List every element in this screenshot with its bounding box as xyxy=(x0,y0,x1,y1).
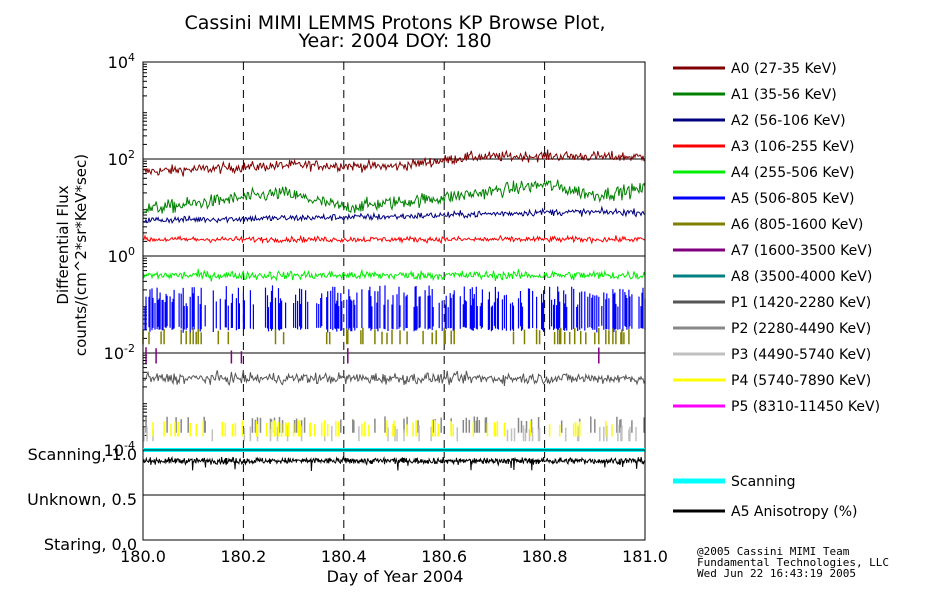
y-tick-base: 10 xyxy=(104,344,124,363)
x-tick-label: 180.0 xyxy=(120,547,166,566)
y-tick-label: 10-2 xyxy=(104,342,135,363)
legend-label-a0: A0 (27-35 KeV) xyxy=(731,61,837,77)
y-tick-label: 10-4 xyxy=(104,439,135,460)
y-axis-units: counts/(cm^2*sr*KeV*sec) xyxy=(72,154,90,356)
x-tick-label: 180.6 xyxy=(421,547,467,566)
x-axis-label: Day of Year 2004 xyxy=(327,567,464,586)
legend-label-p3: P3 (4490-5740 KeV) xyxy=(731,347,871,363)
series-a5-marks xyxy=(144,285,646,333)
y-tick-label: 102 xyxy=(108,148,135,169)
legend-label-p5: P5 (8310-11450 KeV) xyxy=(731,399,880,415)
anisotropy-plot-area: Scanning, 1.0 Unknown, 0.5 Staring, 0.0 18… xyxy=(27,445,668,566)
anisotropy-y-tick-label: Unknown, 0.5 xyxy=(27,490,137,509)
y-tick-base: 10 xyxy=(108,150,128,169)
x-tick-label: 180.8 xyxy=(522,547,568,566)
chart-subtitle: Year: 2004 DOY: 180 xyxy=(297,30,491,52)
series-p1 xyxy=(142,369,646,386)
y-tick-label: 104 xyxy=(108,51,135,72)
y-tick-base: 10 xyxy=(108,247,128,266)
legend-label-a5: A5 (506-805 KeV) xyxy=(731,191,854,207)
series-a3 xyxy=(142,234,646,245)
series-p4 xyxy=(152,420,613,437)
y-tick-exponent: 2 xyxy=(128,148,135,161)
legend-anisotropy: Scanning A5 Anisotropy (%) xyxy=(673,474,858,520)
series-a6 xyxy=(142,327,630,345)
series-a2 xyxy=(143,205,646,225)
x-tick-label: 181.0 xyxy=(622,547,668,566)
legend-label-a4: A4 (255-506 KeV) xyxy=(731,165,854,181)
series-p4-marks xyxy=(152,420,613,437)
legend-label-p1: P1 (1420-2280 KeV) xyxy=(731,295,871,311)
main-series-group xyxy=(142,149,646,442)
series-a1 xyxy=(142,179,646,215)
y-tick-base: 10 xyxy=(108,53,128,72)
legend-main: A0 (27-35 KeV) A1 (35-56 KeV) A2 (56-106 K… xyxy=(673,61,880,415)
anisotropy-y-tick-labels: Scanning, 1.0 Unknown, 0.5 Staring, 0.0 xyxy=(27,445,137,554)
anisotropy-y-tick-label: Staring, 0.0 xyxy=(44,535,137,554)
y-axis-label: Differential Flux xyxy=(54,185,72,304)
legend-label-a3: A3 (106-255 KeV) xyxy=(731,139,854,155)
anisotropy-series-group xyxy=(142,448,646,472)
legend-label-p2: P2 (2280-4490 KeV) xyxy=(731,321,871,337)
footer-credits: @2005 Cassini MIMI Team Fundamental Tech… xyxy=(697,545,889,580)
footer-line-3: Wed Jun 22 16:43:19 2005 xyxy=(697,567,856,580)
legend-label-a5-anisotropy: A5 Anisotropy (%) xyxy=(731,504,858,520)
series-p3 xyxy=(143,424,637,442)
anisotropy-y-tick-label: Scanning, 1.0 xyxy=(28,445,137,464)
series-a6-marks xyxy=(142,327,630,345)
footer-line-2: Fundamental Technologies, LLC xyxy=(697,556,889,569)
anisotropy-plot-frame xyxy=(142,449,646,541)
legend-label-a2: A2 (56-106 KeV) xyxy=(731,113,846,129)
legend-label-a8: A8 (3500-4000 KeV) xyxy=(731,269,872,285)
y-tick-exponent: -2 xyxy=(124,342,135,355)
main-horizontal-gridlines xyxy=(143,61,645,451)
y-tick-exponent: -4 xyxy=(124,439,135,452)
y-tick-label: 100 xyxy=(108,245,135,266)
x-tick-label: 180.4 xyxy=(321,547,367,566)
legend-label-a7: A7 (1600-3500 KeV) xyxy=(731,243,872,259)
series-p3-marks xyxy=(143,424,637,442)
series-p1-line xyxy=(142,369,646,386)
x-tick-label: 180.2 xyxy=(220,547,266,566)
series-a5 xyxy=(144,285,646,333)
series-a4-line xyxy=(142,268,646,282)
y-tick-exponent: 0 xyxy=(128,245,135,258)
series-a1-line xyxy=(142,179,646,215)
series-a7-marks xyxy=(145,347,600,364)
series-a5-anisotropy xyxy=(142,455,646,472)
series-a3-line xyxy=(142,234,646,245)
y-tick-base: 10 xyxy=(104,441,124,460)
footer-line-1: @2005 Cassini MIMI Team xyxy=(697,545,850,558)
main-vertical-marks xyxy=(242,62,546,450)
legend-label-p4: P4 (5740-7890 KeV) xyxy=(731,373,871,389)
series-a0-line xyxy=(142,149,646,177)
series-a7 xyxy=(145,347,600,364)
chart-title: Cassini MIMI LEMMS Protons KP Browse Plo… xyxy=(184,12,605,34)
legend-label-a1: A1 (35-56 KeV) xyxy=(731,87,837,103)
series-a2-line xyxy=(143,205,646,225)
legend-label-a6: A6 (805-1600 KeV) xyxy=(731,217,863,233)
series-a0 xyxy=(142,149,646,177)
series-a4 xyxy=(142,268,646,282)
x-tick-labels: 180.0 180.2 180.4 180.6 180.8 181.0 xyxy=(120,534,668,566)
y-tick-exponent: 4 xyxy=(128,51,135,64)
legend-label-scanning: Scanning xyxy=(731,474,796,490)
anisotropy-vertical-marks xyxy=(242,450,546,540)
